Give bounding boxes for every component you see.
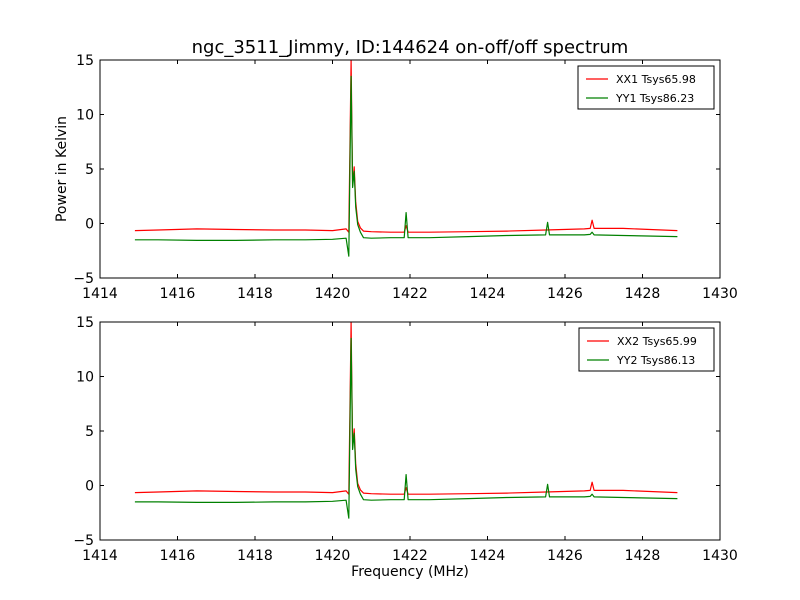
y-tick-label: −5	[73, 533, 94, 549]
legend: XX2 Tsys65.99 YY2 Tsys86.13	[578, 327, 715, 372]
x-tick-label: 1430	[702, 286, 738, 302]
x-tick-label: 1430	[702, 548, 738, 564]
y-tick-label: 15	[76, 315, 94, 331]
y-tick-label: 15	[76, 53, 94, 69]
x-tick-label: 1414	[82, 286, 118, 302]
x-tick-label: 1428	[625, 548, 661, 564]
panel-2: 1414 1416 1418 1420 1422 1424 1426 1428 1430 −5 0 5…	[73, 315, 737, 564]
legend-label: XX2 Tsys65.99	[617, 335, 697, 348]
series-line-2	[134, 337, 678, 519]
legend-label: XX1 Tsys65.98	[616, 73, 696, 86]
y-tick-label: 0	[85, 479, 94, 495]
legend-frame	[577, 65, 715, 110]
x-tick-label: 1422	[392, 548, 428, 564]
x-tick-label: 1418	[237, 286, 273, 302]
y-axis-label: Power in Kelvin	[54, 116, 70, 222]
legend-label: YY2 Tsys86.13	[616, 354, 695, 367]
y-tick-label: 10	[76, 108, 94, 124]
y-tick-label: 5	[85, 162, 94, 178]
series-line-2	[134, 75, 678, 257]
x-tick-label: 1414	[82, 548, 118, 564]
x-tick-label: 1416	[160, 286, 196, 302]
legend-label: YY1 Tsys86.23	[615, 92, 694, 105]
y-tick-label: 5	[85, 424, 94, 440]
x-tick-label: 1426	[547, 286, 583, 302]
x-tick-label: 1426	[547, 548, 583, 564]
series-group	[134, 60, 678, 257]
x-tick-label: 1422	[392, 286, 428, 302]
x-axis-label: Frequency (MHz)	[351, 564, 469, 580]
panels-group: 1414 1416 1418 1420 1422 1424 1426 1428 1430 −5 0 5…	[73, 53, 737, 564]
series-line-1	[134, 60, 678, 233]
x-tick-label: 1418	[237, 548, 273, 564]
x-tick-label: 1424	[470, 548, 506, 564]
y-tick-label: 10	[76, 370, 94, 386]
x-tick-label: 1416	[160, 548, 196, 564]
legend: XX1 Tsys65.98 YY1 Tsys86.23	[577, 65, 715, 110]
panel-1: 1414 1416 1418 1420 1422 1424 1426 1428 1430 −5 0 5…	[73, 53, 737, 302]
series-group	[134, 322, 678, 519]
x-tick-label: 1420	[315, 286, 351, 302]
series-line-1	[134, 322, 678, 495]
figure-title: ngc_3511_Jimmy, ID:144624 on-off/off spe…	[192, 37, 629, 58]
x-tick-label: 1420	[315, 548, 351, 564]
x-tick-label: 1424	[470, 286, 506, 302]
x-tick-label: 1428	[625, 286, 661, 302]
y-tick-label: 0	[85, 217, 94, 233]
y-tick-label: −5	[73, 271, 94, 287]
legend-frame	[578, 327, 715, 372]
